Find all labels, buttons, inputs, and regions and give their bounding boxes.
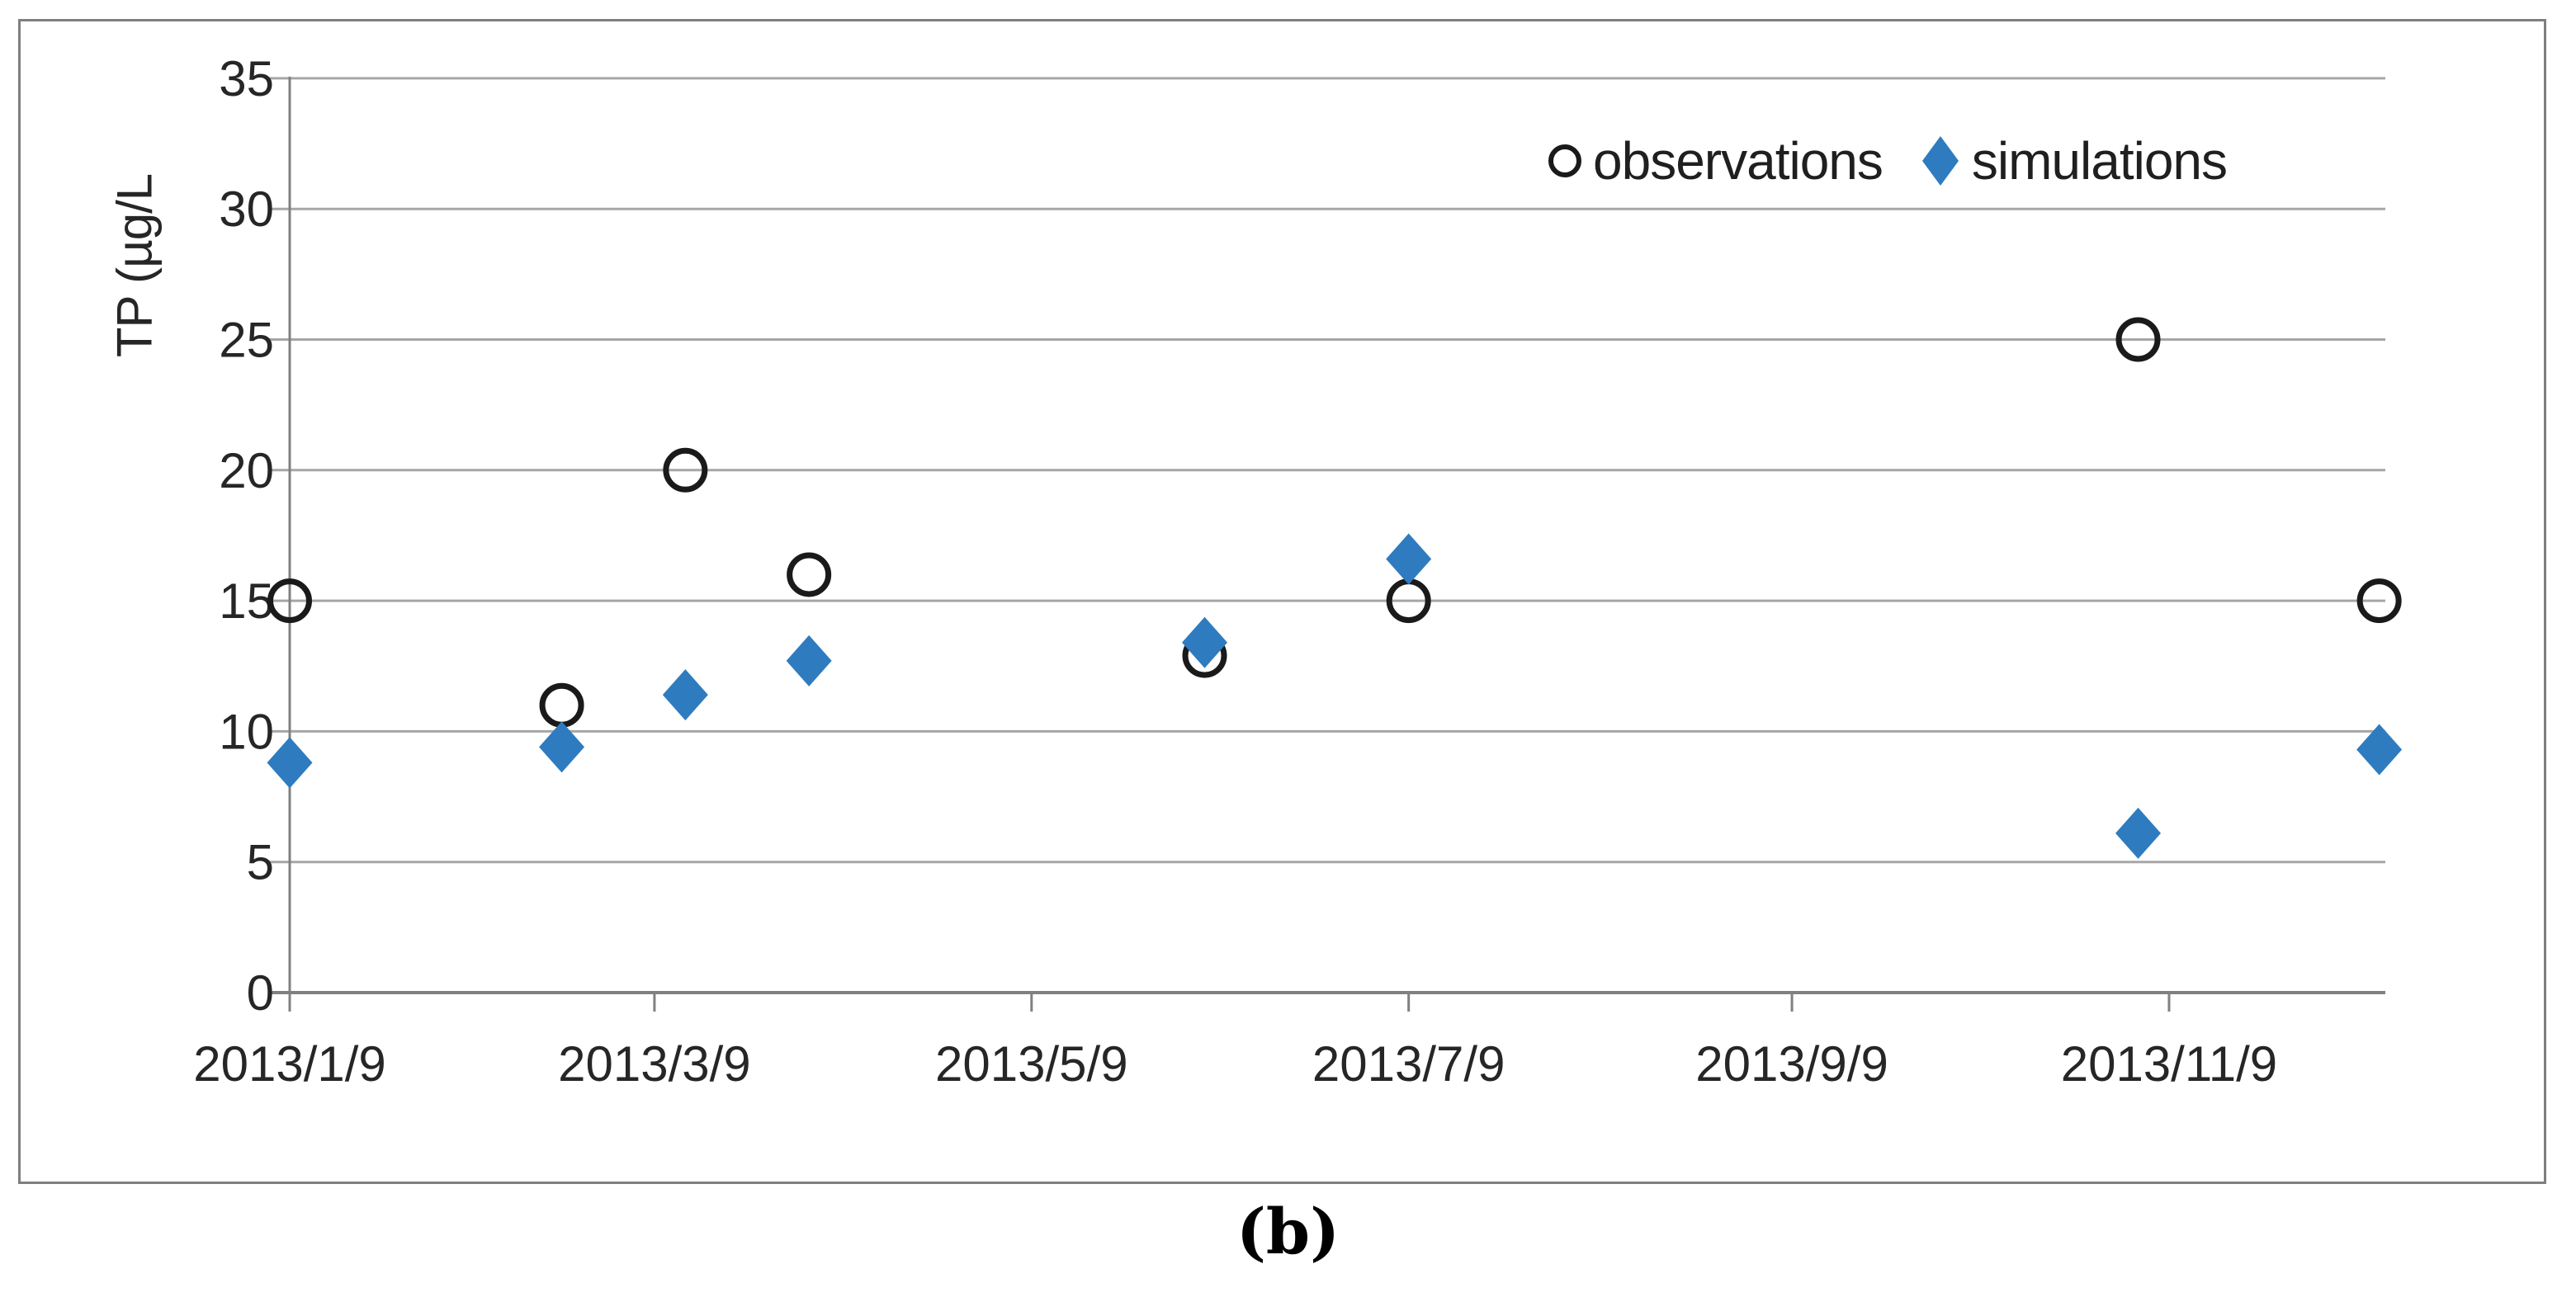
y-tick-label: 10	[219, 704, 274, 759]
simulation-point	[267, 737, 313, 789]
simulation-point	[786, 634, 832, 686]
y-tick-label: 30	[219, 182, 274, 237]
legend-item-simulations: simulations	[1921, 130, 2228, 191]
x-tick-label: 2013/1/9	[193, 1036, 386, 1092]
y-axis-title: TP (µg/L	[106, 173, 163, 358]
simulation-point	[662, 669, 708, 721]
x-tick-label: 2013/11/9	[2061, 1036, 2277, 1092]
y-tick-label: 0	[247, 965, 274, 1021]
x-tick-label: 2013/7/9	[1312, 1036, 1505, 1092]
y-tick-label: 15	[219, 573, 274, 629]
simulation-point	[1182, 616, 1228, 668]
simulation-point	[2356, 724, 2403, 776]
observation-point	[663, 447, 708, 493]
figure-caption: (b)	[1236, 1195, 1340, 1268]
y-tick-label: 5	[247, 835, 274, 890]
legend-item-observations: observations	[1548, 130, 1884, 191]
y-tick-label: 25	[219, 313, 274, 368]
y-tick-label: 35	[219, 51, 274, 106]
x-tick-label: 2013/9/9	[1695, 1036, 1888, 1092]
legend: observations simulations	[1548, 130, 2228, 191]
observation-point	[539, 682, 584, 728]
blue-diamond-icon	[1921, 136, 1959, 186]
simulation-point	[2115, 807, 2162, 859]
observation-point	[2115, 317, 2161, 362]
y-tick-label: 20	[219, 443, 274, 498]
legend-label-observations: observations	[1593, 131, 1884, 191]
observation-point	[787, 552, 832, 597]
simulation-point	[1386, 533, 1432, 585]
legend-label-simulations: simulations	[1971, 131, 2228, 191]
observation-point	[2356, 578, 2402, 624]
x-tick-label: 2013/5/9	[935, 1036, 1128, 1092]
x-tick-label: 2013/3/9	[558, 1036, 751, 1092]
open-circle-icon	[1548, 144, 1581, 177]
observation-point	[267, 578, 312, 624]
simulation-point	[539, 721, 585, 773]
